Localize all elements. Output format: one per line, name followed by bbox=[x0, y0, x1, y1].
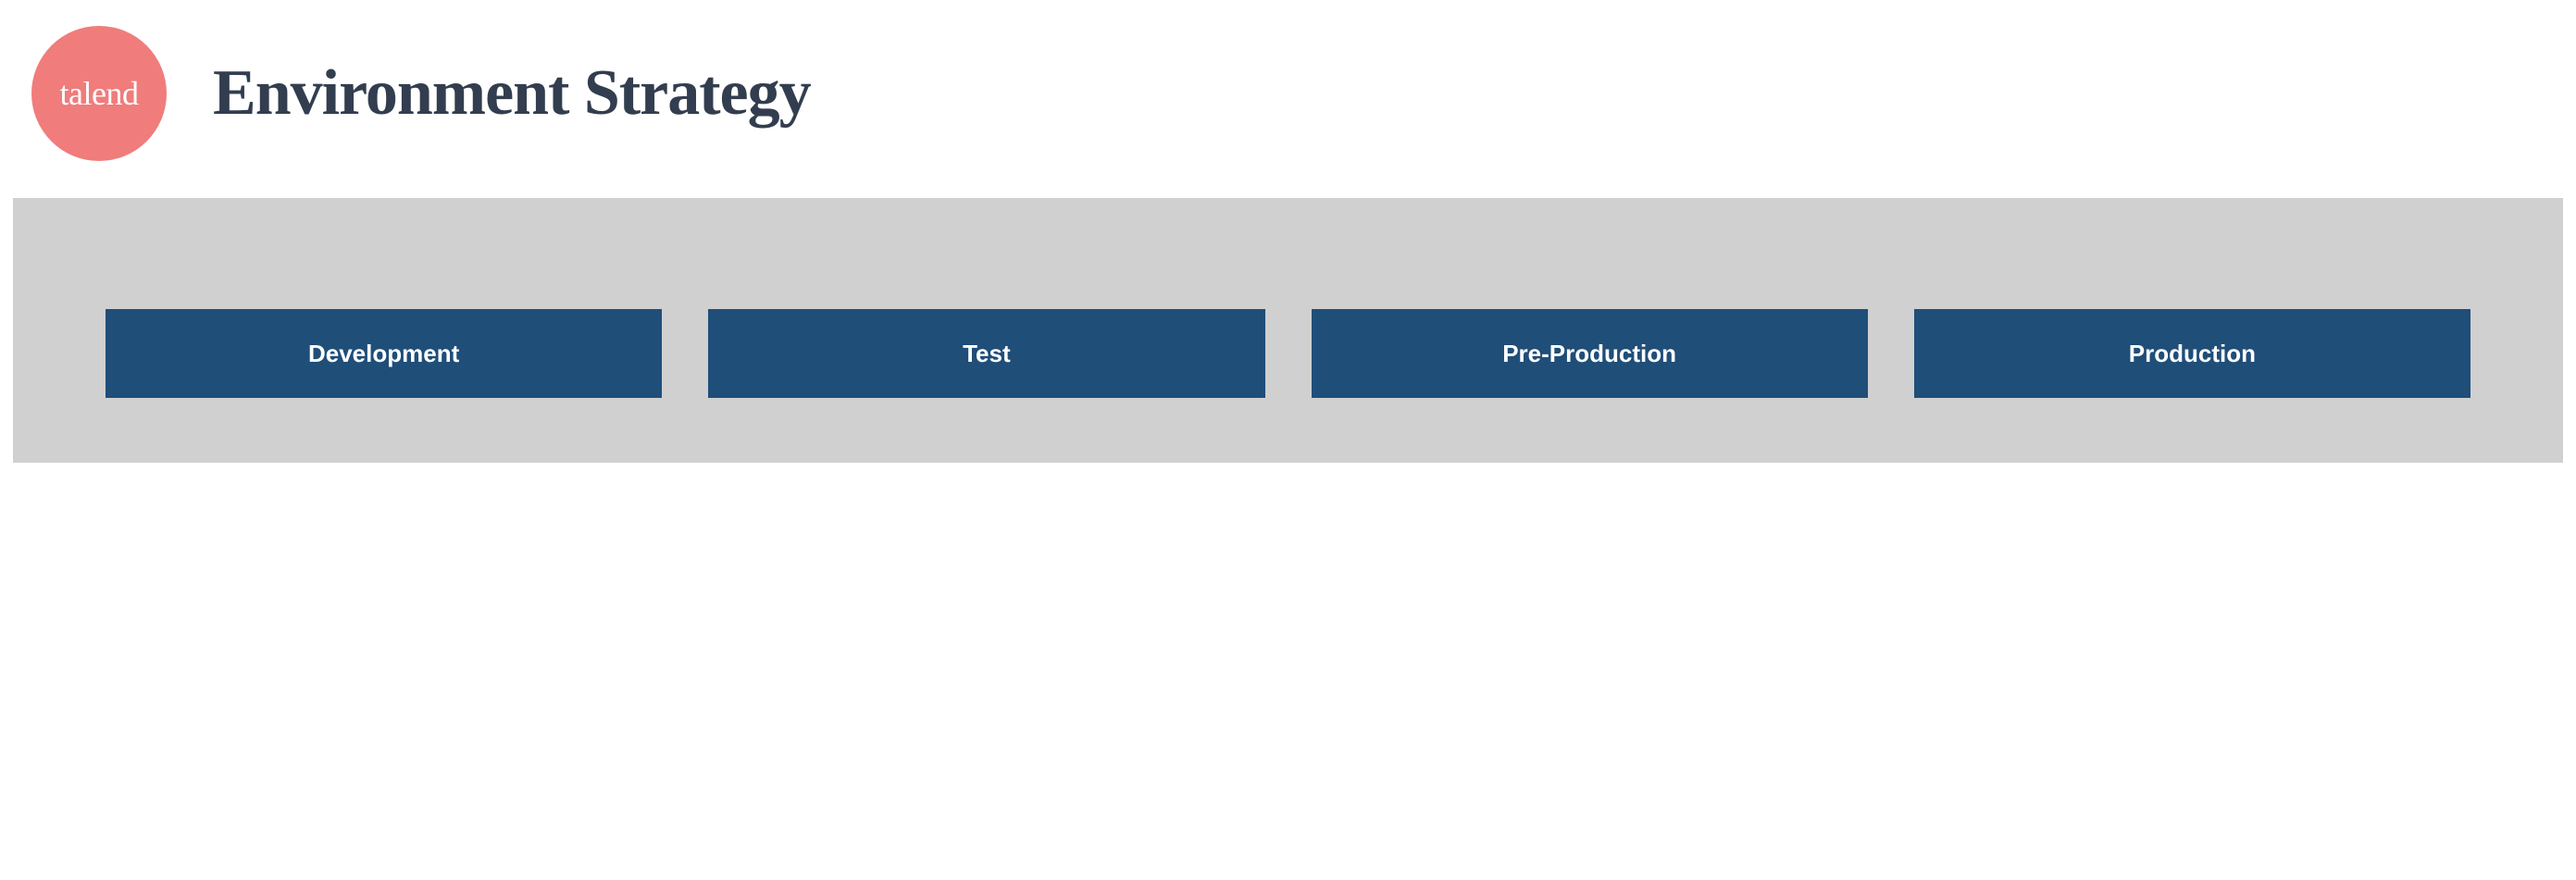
strategy-container: Development Test Pre-Production Producti… bbox=[13, 198, 2563, 463]
talend-logo: talend bbox=[31, 26, 167, 161]
page-title: Environment Strategy bbox=[213, 56, 811, 130]
logo-text: talend bbox=[60, 74, 139, 113]
stage-development: Development bbox=[106, 309, 662, 398]
stage-label: Pre-Production bbox=[1502, 340, 1676, 368]
stage-pre-production: Pre-Production bbox=[1312, 309, 1868, 398]
header: talend Environment Strategy bbox=[13, 26, 2563, 161]
stage-test: Test bbox=[708, 309, 1264, 398]
stage-production: Production bbox=[1914, 309, 2470, 398]
stage-label: Production bbox=[2129, 340, 2256, 368]
stage-label: Development bbox=[308, 340, 459, 368]
stage-label: Test bbox=[963, 340, 1011, 368]
